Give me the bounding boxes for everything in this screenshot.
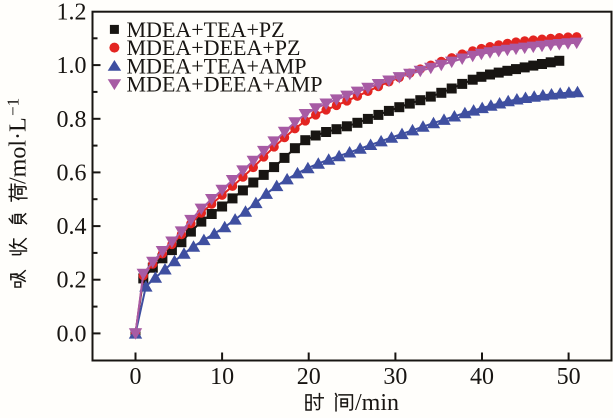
svg-text:20: 20: [297, 364, 321, 390]
svg-text:1.2: 1.2: [57, 0, 87, 25]
svg-text:50: 50: [557, 364, 581, 390]
svg-text:/min: /min: [355, 390, 399, 416]
svg-text:10: 10: [210, 364, 234, 390]
svg-text:MDEA+TEA+AMP: MDEA+TEA+AMP: [127, 53, 307, 78]
svg-text:40: 40: [470, 364, 494, 390]
svg-text:/mol·L: /mol·L: [6, 117, 32, 184]
svg-text:0.4: 0.4: [57, 214, 87, 240]
svg-text:0: 0: [130, 364, 142, 390]
svg-text:0.0: 0.0: [57, 321, 87, 347]
svg-text:1.0: 1.0: [57, 53, 87, 79]
svg-text:0.6: 0.6: [57, 160, 87, 186]
svg-text:30: 30: [383, 364, 407, 390]
svg-text:MDEA+TEA+PZ: MDEA+TEA+PZ: [127, 17, 285, 42]
svg-text:MDEA+DEEA+AMP: MDEA+DEEA+AMP: [127, 72, 323, 97]
svg-text:−1: −1: [4, 98, 23, 116]
svg-text:0.8: 0.8: [57, 107, 87, 133]
svg-text:0.2: 0.2: [57, 268, 87, 294]
svg-text:MDEA+DEEA+PZ: MDEA+DEEA+PZ: [127, 35, 301, 60]
